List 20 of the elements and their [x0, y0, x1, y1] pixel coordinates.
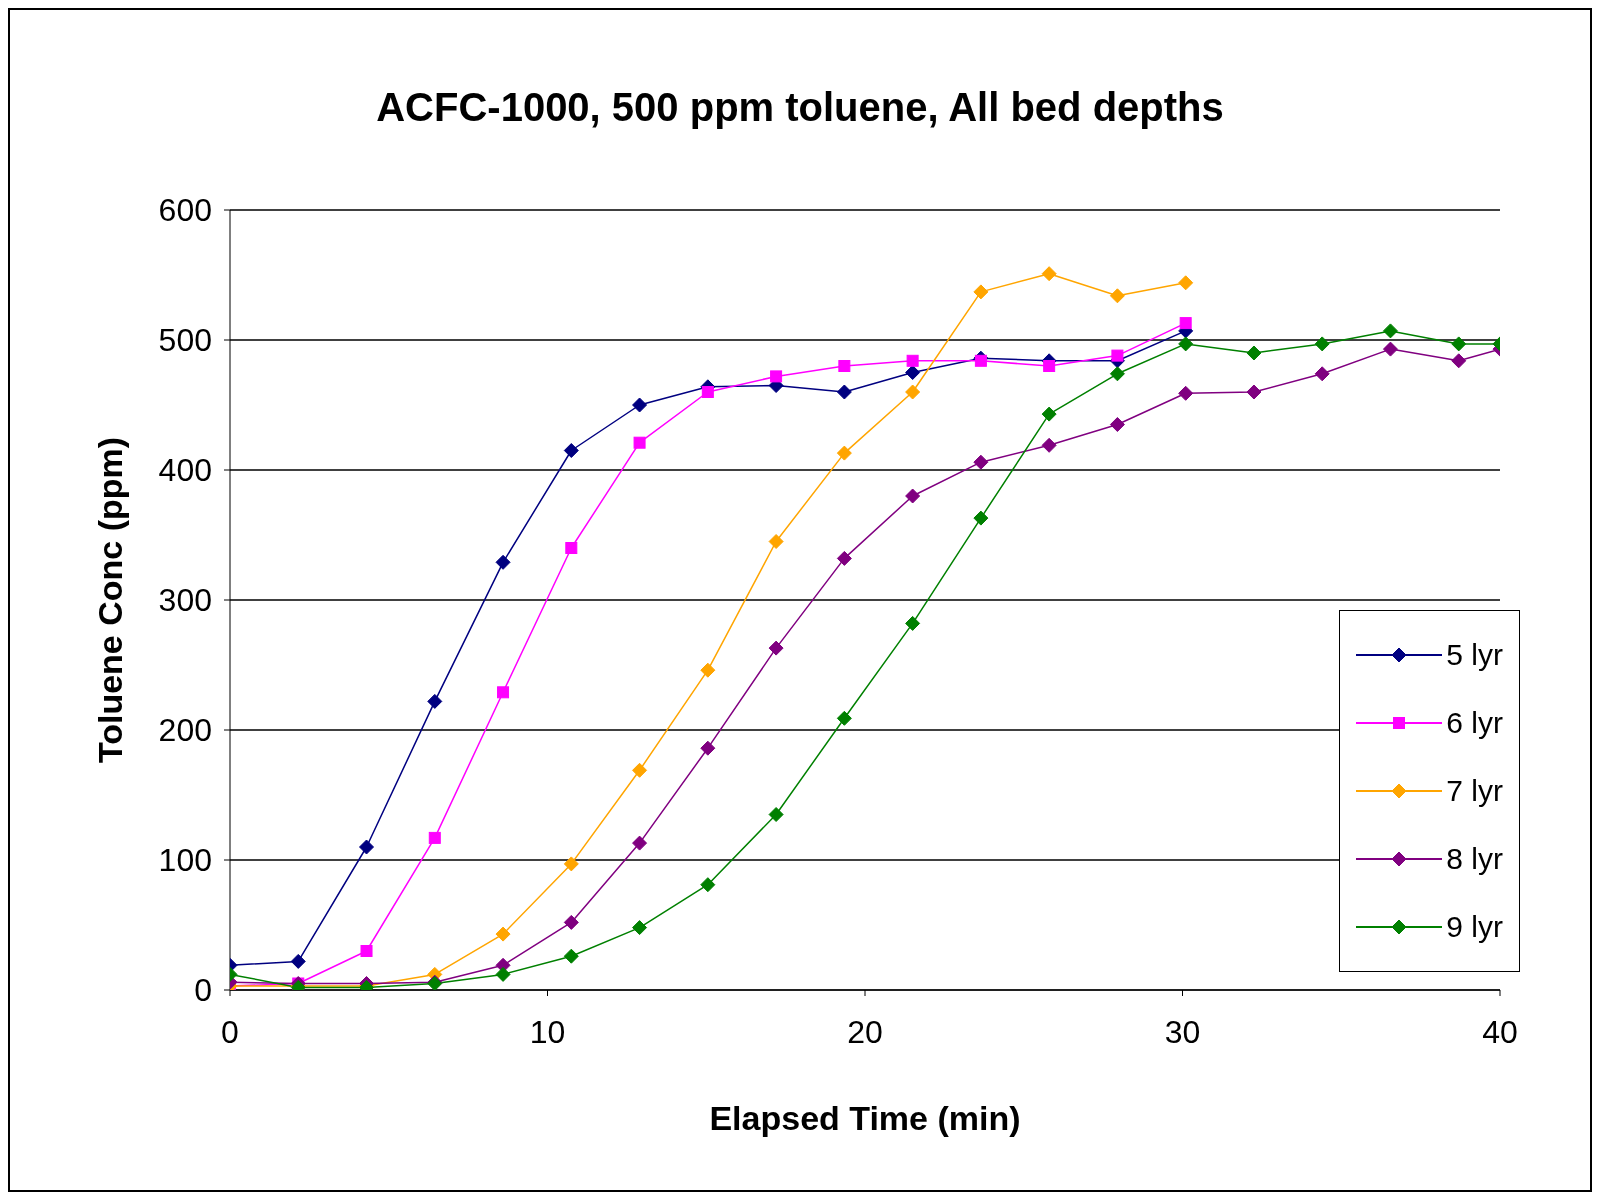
- x-axis-title: Elapsed Time (min): [709, 1099, 1021, 1137]
- y-tick-label: 200: [158, 712, 212, 749]
- y-tick-label: 300: [158, 582, 212, 619]
- chart-title: ACFC-1000, 500 ppm toluene, All bed depths: [375, 85, 1225, 130]
- legend-label: 6 lyr: [1446, 706, 1503, 740]
- y-tick-label: 0: [194, 972, 212, 1009]
- legend-label: 5 lyr: [1446, 638, 1503, 672]
- y-tick-label: 100: [158, 842, 212, 879]
- legend-label: 9 lyr: [1446, 910, 1503, 944]
- y-tick-label: 400: [158, 452, 212, 489]
- legend-label: 7 lyr: [1446, 774, 1503, 808]
- x-tick-label: 20: [847, 1013, 883, 1050]
- y-tick-label: 600: [158, 192, 212, 229]
- x-tick-label: 40: [1482, 1013, 1518, 1050]
- y-axis-title: Toluene Conc (ppm): [91, 436, 130, 764]
- x-tick-label: 0: [221, 1013, 239, 1050]
- x-tick-label: 10: [529, 1013, 566, 1050]
- x-tick-label: 30: [1164, 1013, 1201, 1050]
- y-tick-label: 500: [158, 322, 212, 359]
- legend-label: 8 lyr: [1446, 842, 1503, 876]
